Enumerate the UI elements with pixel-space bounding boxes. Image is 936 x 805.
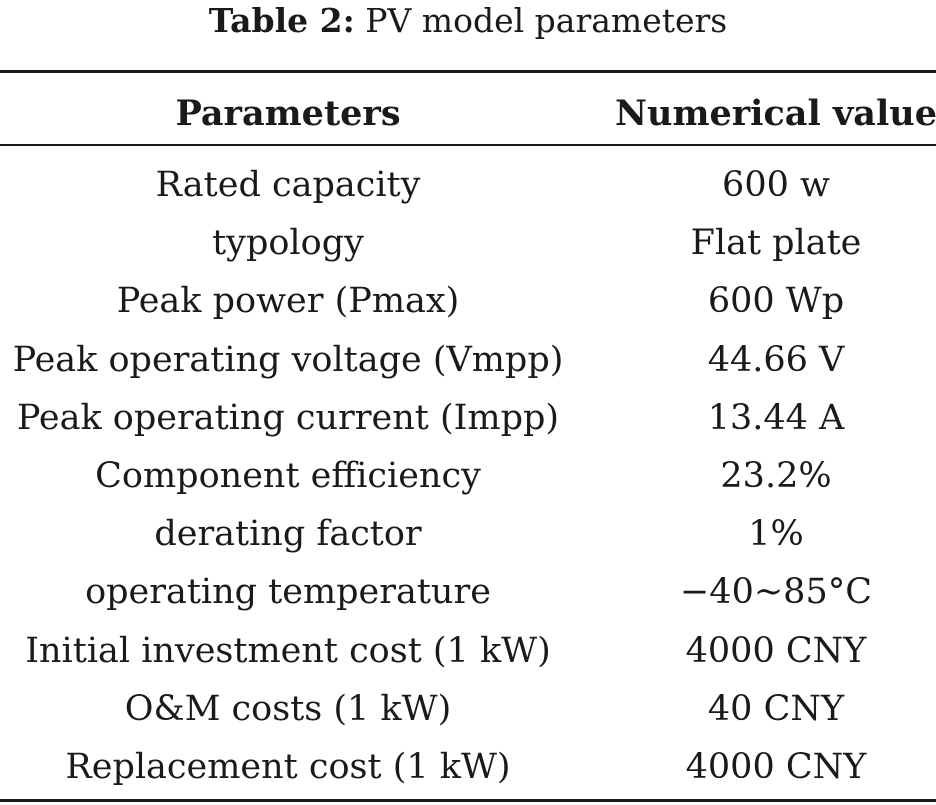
header-rule (0, 144, 936, 146)
parameter-cell: operating temperature (85, 572, 491, 613)
value-cell: −40~85°C (679, 572, 872, 613)
parameter-cell: Replacement cost (1 kW) (65, 746, 511, 787)
value-cell: 4000 CNY (685, 630, 867, 671)
value-cell: Flat plate (690, 223, 862, 264)
caption-title: PV model parameters (365, 1, 728, 40)
table-body: Rated capacity 600 w typology Flat plate… (0, 156, 936, 796)
parameter-cell: derating factor (154, 514, 422, 555)
parameter-cell: Rated capacity (155, 165, 421, 205)
table-row: derating factor 1% (0, 505, 936, 563)
header-parameters: Parameters (175, 93, 401, 134)
value-cell: 600 Wp (707, 281, 845, 322)
caption-label: Table 2: (208, 1, 355, 40)
table-row: typology Flat plate (0, 214, 936, 272)
value-cell: 600 w (722, 165, 830, 205)
parameter-cell: Component efficiency (95, 455, 481, 496)
parameter-cell: Peak power (Pmax) (116, 281, 460, 322)
value-cell: 4000 CNY (685, 746, 867, 787)
table-row: Peak power (Pmax) 600 Wp (0, 272, 936, 330)
value-cell: 23.2% (720, 455, 832, 496)
table-header-row: Parameters Numerical value (0, 86, 936, 142)
value-cell: 1% (748, 514, 804, 555)
parameter-cell: O&M costs (1 kW) (124, 688, 452, 729)
value-cell: 44.66 V (707, 339, 845, 380)
table-row: Initial investment cost (1 kW) 4000 CNY (0, 622, 936, 680)
table-row: Component efficiency 23.2% (0, 447, 936, 505)
parameter-cell: Peak operating current (Impp) (16, 397, 560, 438)
table-row: Rated capacity 600 w (0, 156, 936, 214)
header-numerical-value: Numerical value (615, 93, 936, 134)
table-row: Replacement cost (1 kW) 4000 CNY (0, 738, 936, 796)
top-rule (0, 70, 936, 73)
parameter-cell: typology (212, 223, 364, 264)
table-row: operating temperature −40~85°C (0, 563, 936, 621)
table-row: Peak operating current (Impp) 13.44 A (0, 389, 936, 447)
parameter-cell: Initial investment cost (1 kW) (25, 630, 551, 671)
bottom-rule (0, 799, 936, 802)
value-cell: 13.44 A (707, 397, 845, 438)
table-row: Peak operating voltage (Vmpp) 44.66 V (0, 331, 936, 389)
table-caption: Table 2: PV model parameters (0, 0, 936, 42)
parameter-cell: Peak operating voltage (Vmpp) (12, 339, 564, 380)
table-row: O&M costs (1 kW) 40 CNY (0, 680, 936, 738)
value-cell: 40 CNY (707, 688, 845, 729)
